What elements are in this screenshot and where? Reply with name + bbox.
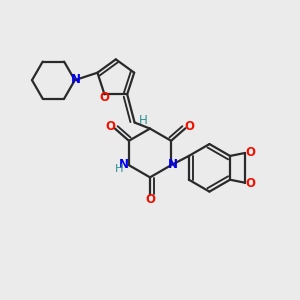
Text: O: O	[245, 146, 255, 159]
Text: O: O	[184, 120, 194, 133]
Text: O: O	[245, 177, 255, 190]
Text: H: H	[115, 164, 123, 174]
Text: O: O	[106, 120, 116, 133]
Text: O: O	[145, 194, 155, 206]
Text: N: N	[71, 73, 81, 86]
Text: N: N	[119, 158, 129, 171]
Text: H: H	[139, 114, 147, 127]
Text: N: N	[168, 158, 178, 171]
Text: O: O	[100, 92, 110, 104]
